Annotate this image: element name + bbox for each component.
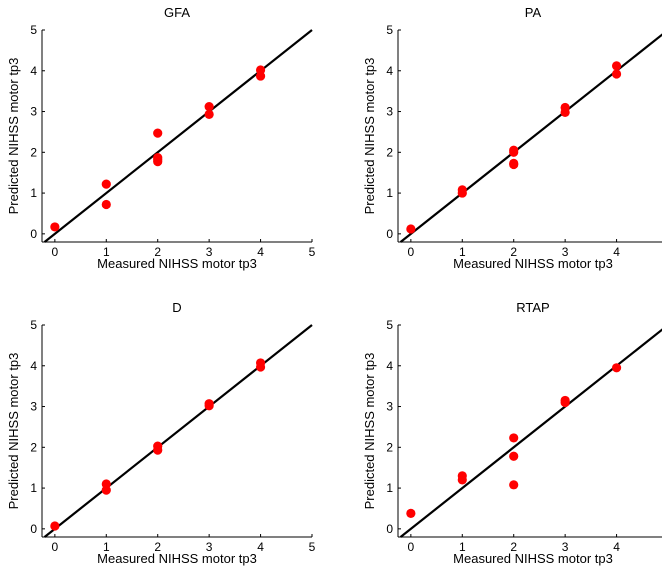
x-tick-label: 2 [510, 245, 517, 259]
data-point [611, 61, 622, 71]
data-point [101, 485, 111, 495]
x-tick-label: 0 [408, 540, 415, 554]
data-point [101, 199, 111, 210]
x-tick-label: 5 [309, 540, 316, 554]
x-tick-label: 0 [408, 245, 415, 259]
data-point [50, 222, 60, 232]
data-point [50, 521, 60, 531]
y-axis-label: Predicted NIHSS motor tp3 [6, 353, 21, 510]
data-point [611, 69, 622, 79]
x-tick-label: 2 [154, 245, 161, 259]
data-point [560, 397, 570, 408]
y-axis-label: Predicted NIHSS motor tp3 [6, 58, 21, 215]
x-axis-label: Measured NIHSS motor tp3 [97, 551, 257, 566]
panel-pa: 012345012345PAMeasured NIHSS motor tp3Pr… [362, 5, 662, 271]
data-point [204, 109, 214, 119]
y-tick-label: 5 [386, 318, 393, 332]
chart-title: RTAP [516, 300, 549, 315]
chart-title: PA [525, 5, 542, 20]
panel-d: 0 1 2 3 4 5 0 1 2 3 4 5 D Measured NIHSS motor tp3 Pre… [6, 300, 316, 566]
identity-line [43, 29, 313, 243]
x-tick-label: 0 [52, 540, 59, 554]
y-axis-label: Predicted NIHSS motor tp3 [362, 58, 377, 215]
x-tick-label: 2 [510, 540, 517, 554]
x-tick-label: 4 [257, 540, 264, 554]
data-point [406, 224, 416, 234]
data-point [153, 128, 163, 138]
y-tick-label: 5 [30, 318, 37, 332]
data-point [255, 362, 266, 372]
identity-line [399, 328, 662, 538]
x-tick-label: 4 [613, 540, 620, 554]
y-tick-label: 4 [30, 359, 37, 373]
x-tick-label: 3 [562, 540, 569, 554]
x-tick-label: 4 [613, 245, 620, 259]
y-tick-label: 0 [30, 522, 37, 536]
x-axis-label: Measured NIHSS motor tp3 [453, 256, 613, 271]
panel-gfa: 0 1 2 3 4 5 0 1 2 3 4 5 GFA Measured NIHSS motor tp3 P… [6, 5, 316, 271]
identity-line [43, 324, 313, 538]
y-tick-label: 1 [386, 186, 393, 200]
x-tick-label: 1 [103, 540, 110, 554]
y-tick-label: 4 [386, 359, 393, 373]
x-tick-label: 3 [562, 245, 569, 259]
y-tick-label: 5 [30, 23, 37, 37]
data-point [204, 102, 214, 112]
x-tick-label: 1 [103, 245, 110, 259]
data-point [509, 451, 519, 461]
chart-title: GFA [164, 5, 190, 20]
y-tick-label: 1 [30, 186, 37, 200]
y-tick-label: 5 [386, 23, 393, 37]
data-point [457, 188, 467, 198]
y-tick-label: 0 [30, 227, 37, 241]
data-point [509, 159, 519, 170]
data-point [406, 508, 416, 518]
y-tick-label: 1 [30, 481, 37, 495]
x-tick-label: 1 [459, 245, 466, 259]
x-tick-label: 3 [206, 540, 213, 554]
data-point [509, 147, 519, 157]
x-axis-label: Measured NIHSS motor tp3 [453, 551, 613, 566]
x-tick-label: 4 [257, 245, 264, 259]
data-point [204, 401, 214, 411]
data-point [457, 475, 467, 485]
x-tick-label: 3 [206, 245, 213, 259]
x-tick-label: 5 [309, 245, 316, 259]
y-tick-label: 4 [386, 64, 393, 78]
x-tick-label: 0 [52, 245, 59, 259]
y-tick-label: 3 [30, 400, 37, 414]
x-axis-label: Measured NIHSS motor tp3 [97, 256, 257, 271]
y-tick-label: 3 [386, 400, 393, 414]
data-point [255, 71, 266, 81]
x-tick-label: 2 [154, 540, 161, 554]
data-point [509, 480, 519, 490]
data-point [153, 157, 163, 167]
y-tick-label: 4 [30, 64, 37, 78]
y-tick-label: 2 [386, 145, 393, 159]
identity-line [399, 33, 662, 243]
y-tick-label: 2 [30, 145, 37, 159]
y-tick-label: 3 [386, 105, 393, 119]
y-tick-label: 0 [386, 227, 393, 241]
y-axis-label: Predicted NIHSS motor tp3 [362, 353, 377, 510]
y-tick-label: 2 [386, 440, 393, 454]
chart-title: D [172, 300, 181, 315]
y-tick-label: 0 [386, 522, 393, 536]
y-tick-label: 1 [386, 481, 393, 495]
x-tick-label: 1 [459, 540, 466, 554]
data-point [509, 433, 519, 443]
y-tick-label: 3 [30, 105, 37, 119]
data-point [101, 179, 111, 189]
panel-rtap: 012345012345RTAPMeasured NIHSS motor tp3… [362, 300, 662, 566]
data-point [611, 363, 622, 373]
y-tick-label: 2 [30, 440, 37, 454]
data-point [153, 445, 163, 455]
data-point [560, 107, 570, 117]
